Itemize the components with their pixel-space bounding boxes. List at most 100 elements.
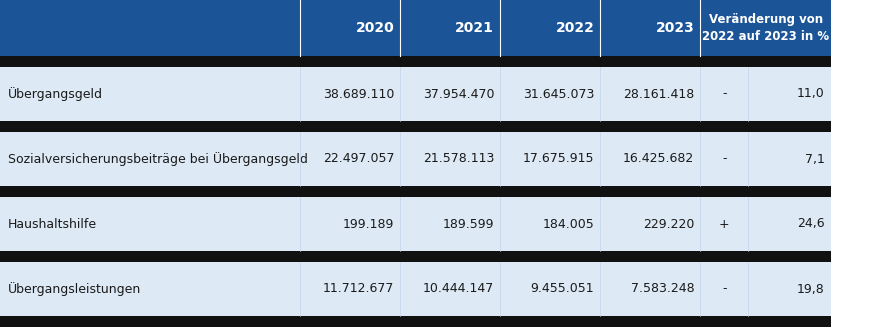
Bar xyxy=(700,262,747,316)
Bar xyxy=(500,251,600,262)
Bar xyxy=(0,186,300,197)
Bar xyxy=(400,67,500,121)
Text: 22.497.057: 22.497.057 xyxy=(322,153,394,166)
Bar xyxy=(400,186,500,197)
Text: Übergangsleistungen: Übergangsleistungen xyxy=(8,282,141,296)
Text: 189.599: 189.599 xyxy=(442,217,494,231)
Bar xyxy=(400,121,500,132)
Text: 10.444.147: 10.444.147 xyxy=(422,282,494,296)
Bar xyxy=(500,132,600,186)
Bar xyxy=(500,67,600,121)
Text: 2023: 2023 xyxy=(655,21,693,35)
Bar xyxy=(747,186,830,197)
Text: 19,8: 19,8 xyxy=(796,282,824,296)
Bar xyxy=(0,121,300,132)
Bar xyxy=(747,132,830,186)
Bar xyxy=(300,0,400,56)
Bar xyxy=(747,197,830,251)
Text: 199.189: 199.189 xyxy=(342,217,394,231)
Bar xyxy=(500,316,600,327)
Bar xyxy=(300,262,400,316)
Bar xyxy=(400,251,500,262)
Text: 16.425.682: 16.425.682 xyxy=(622,153,693,166)
Bar xyxy=(0,197,300,251)
Text: 24,6: 24,6 xyxy=(796,217,824,231)
Bar xyxy=(700,197,747,251)
Bar xyxy=(700,316,747,327)
Bar xyxy=(500,186,600,197)
Bar xyxy=(400,197,500,251)
Bar xyxy=(400,132,500,186)
Text: 7.583.248: 7.583.248 xyxy=(630,282,693,296)
Bar xyxy=(0,316,300,327)
Text: 21.578.113: 21.578.113 xyxy=(422,153,494,166)
Text: Haushaltshilfe: Haushaltshilfe xyxy=(8,217,97,231)
Bar xyxy=(0,251,300,262)
Text: 17.675.915: 17.675.915 xyxy=(522,153,594,166)
Text: 9.455.051: 9.455.051 xyxy=(530,282,594,296)
Bar xyxy=(300,251,400,262)
Bar xyxy=(700,56,747,67)
Bar xyxy=(600,316,700,327)
Bar xyxy=(0,327,869,328)
Bar xyxy=(600,132,700,186)
Text: 7,1: 7,1 xyxy=(804,153,824,166)
Bar xyxy=(600,56,700,67)
Bar xyxy=(300,197,400,251)
Bar xyxy=(300,56,400,67)
Bar xyxy=(700,0,830,56)
Bar xyxy=(0,262,300,316)
Bar xyxy=(600,197,700,251)
Bar xyxy=(700,251,747,262)
Bar xyxy=(500,197,600,251)
Bar xyxy=(700,121,747,132)
Text: Übergangsgeld: Übergangsgeld xyxy=(8,87,103,101)
Bar xyxy=(600,121,700,132)
Bar xyxy=(600,67,700,121)
Bar xyxy=(600,251,700,262)
Text: 11,0: 11,0 xyxy=(796,88,824,100)
Bar xyxy=(400,316,500,327)
Text: 31.645.073: 31.645.073 xyxy=(522,88,594,100)
Text: Veränderung von
2022 auf 2023 in %: Veränderung von 2022 auf 2023 in % xyxy=(701,13,828,43)
Text: 184.005: 184.005 xyxy=(542,217,594,231)
Bar xyxy=(500,262,600,316)
Text: 38.689.110: 38.689.110 xyxy=(322,88,394,100)
Bar xyxy=(0,0,300,56)
Text: 11.712.677: 11.712.677 xyxy=(322,282,394,296)
Bar xyxy=(747,56,830,67)
Text: Sozialversicherungsbeiträge bei Übergangsgeld: Sozialversicherungsbeiträge bei Übergang… xyxy=(8,152,308,166)
Text: 2022: 2022 xyxy=(554,21,594,35)
Text: -: - xyxy=(721,88,726,100)
Text: 2020: 2020 xyxy=(355,21,394,35)
Bar xyxy=(300,132,400,186)
Text: 229.220: 229.220 xyxy=(642,217,693,231)
Bar xyxy=(600,186,700,197)
Text: 37.954.470: 37.954.470 xyxy=(422,88,494,100)
Bar xyxy=(500,56,600,67)
Text: +: + xyxy=(718,217,729,231)
Bar xyxy=(747,251,830,262)
Bar xyxy=(700,186,747,197)
Bar xyxy=(300,67,400,121)
Bar xyxy=(500,0,600,56)
Bar xyxy=(300,186,400,197)
Bar xyxy=(600,262,700,316)
Bar xyxy=(0,56,300,67)
Bar xyxy=(300,121,400,132)
Text: 28.161.418: 28.161.418 xyxy=(622,88,693,100)
Bar xyxy=(747,121,830,132)
Text: -: - xyxy=(721,153,726,166)
Bar xyxy=(0,132,300,186)
Text: -: - xyxy=(721,282,726,296)
Bar xyxy=(300,316,400,327)
Bar xyxy=(500,121,600,132)
Bar xyxy=(400,0,500,56)
Text: 2021: 2021 xyxy=(454,21,494,35)
Bar xyxy=(747,67,830,121)
Bar xyxy=(747,262,830,316)
Bar xyxy=(600,0,700,56)
Bar xyxy=(400,56,500,67)
Bar xyxy=(0,67,300,121)
Bar xyxy=(700,67,747,121)
